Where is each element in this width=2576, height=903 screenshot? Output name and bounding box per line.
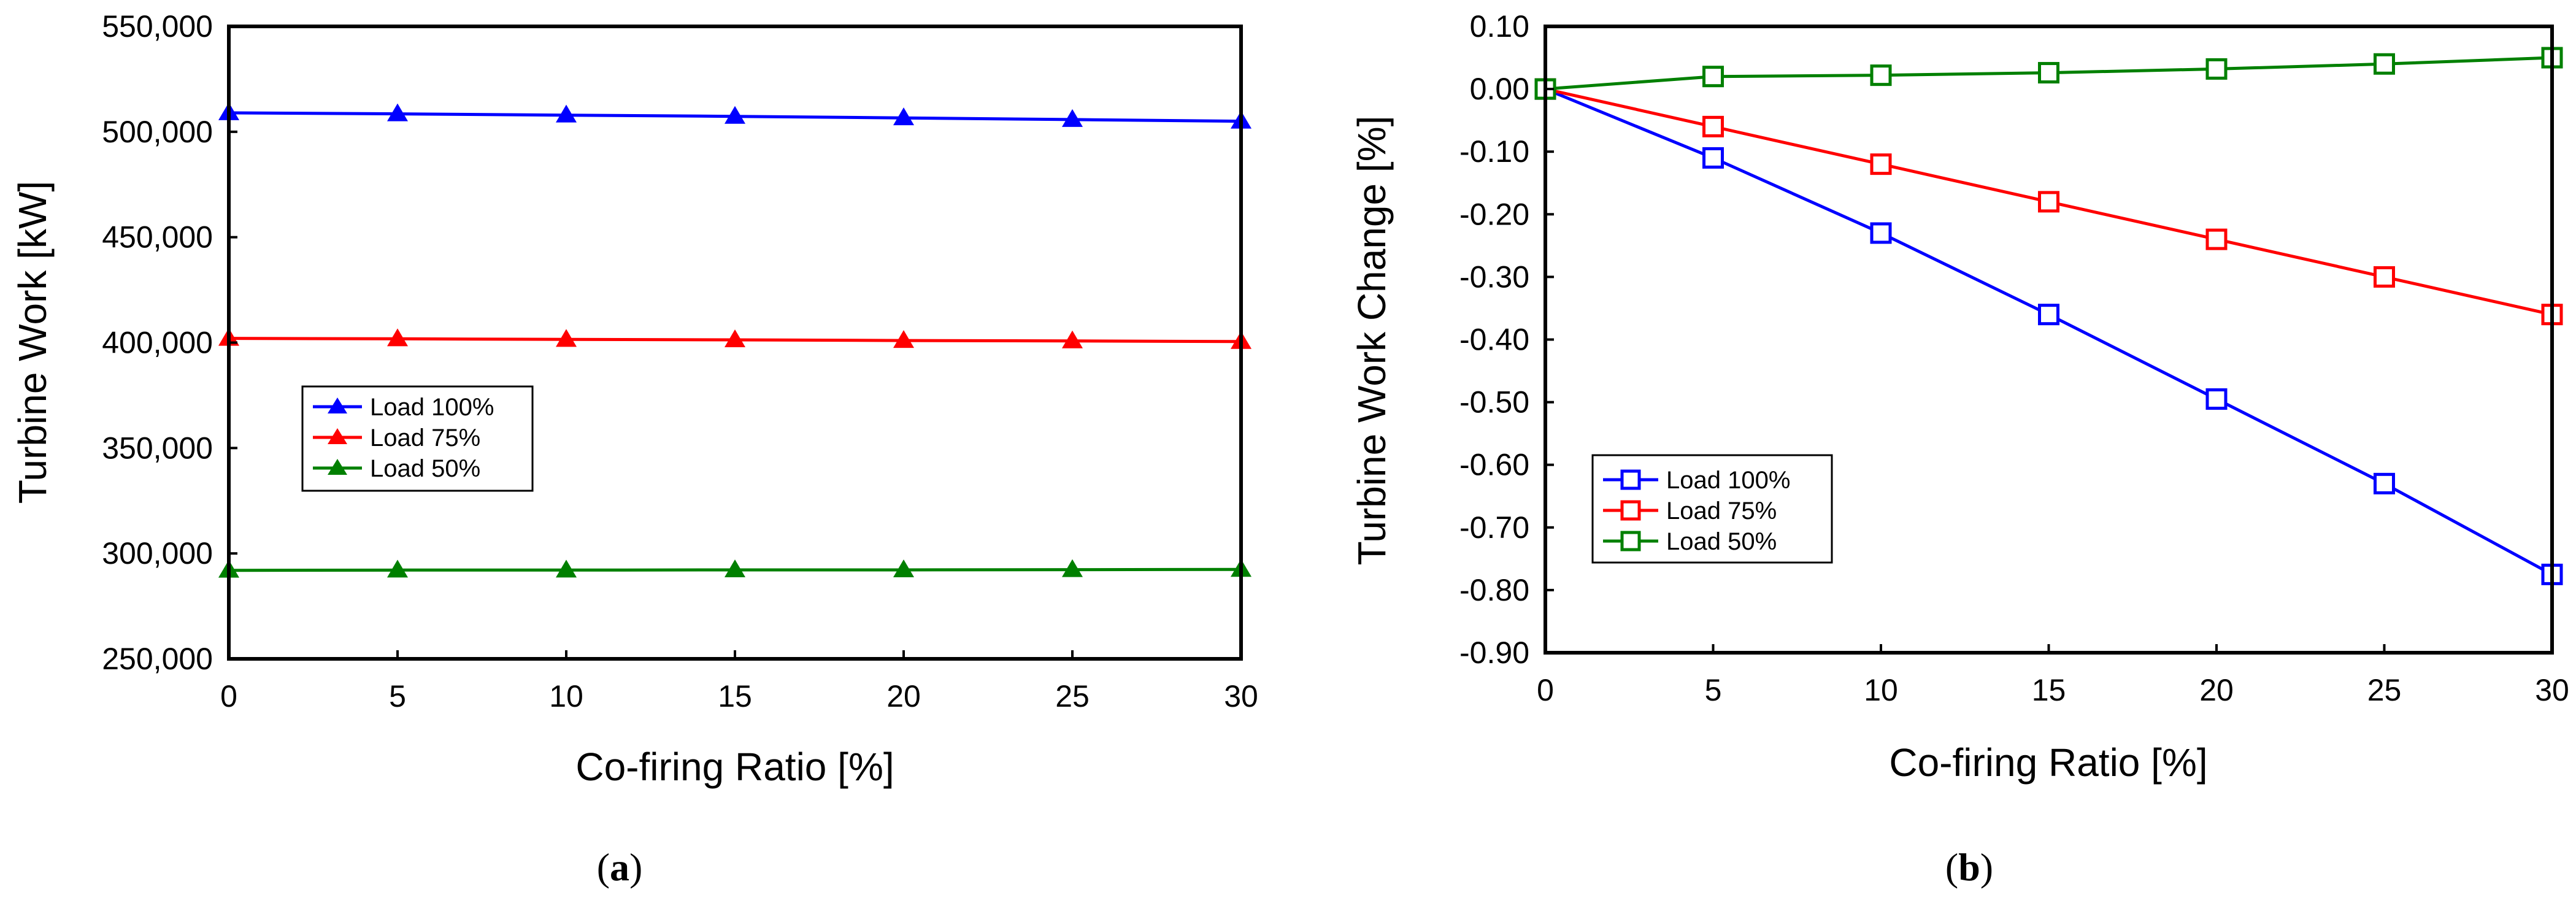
chart-b-point-s2-3 <box>2038 62 2059 84</box>
chart-a-ylabel: Turbine Work [kW] <box>10 181 55 504</box>
chart-b-legend-item-1: Load 75% <box>1603 498 1777 525</box>
chart-a-ytick-label-4: 450,000 <box>102 220 213 255</box>
chart-b-point-s0-4 <box>2205 388 2228 410</box>
chart-a-series <box>218 102 1251 578</box>
chart-a-ytick-label-5: 500,000 <box>102 115 213 149</box>
chart-a-point-s2-3 <box>725 559 745 577</box>
chart-b-ytick-label-10: 0.10 <box>1470 9 1529 44</box>
chart-a-legend: Load 100% Load 75% Load 50% <box>301 385 534 492</box>
chart-a-xtick-label-0: 0 <box>220 679 237 713</box>
chart-b-point-s2-2 <box>1870 64 1892 86</box>
chart-b-ytick-label-4: -0.50 <box>1459 385 1529 420</box>
chart-a-point-s0-1 <box>387 103 408 121</box>
chart-b-ytick-label-2: -0.70 <box>1459 510 1529 545</box>
chart-a-legend-label-0: Load 100% <box>370 394 494 421</box>
chart-b-point-s1-1 <box>1702 115 1724 137</box>
chart-a-legend-item-1: Load 75% <box>313 425 480 452</box>
chart-b-series <box>1534 47 2563 585</box>
chart-b-legend-marker-1 <box>1620 500 1641 521</box>
chart-b-ytick-label-9: 0.00 <box>1470 72 1529 106</box>
chart-b-xtick-label-2: 10 <box>1864 673 1898 707</box>
chart-b-xlabel: Co-firing Ratio [%] <box>1889 740 2207 785</box>
chart-a-legend-label-1: Load 75% <box>370 425 480 452</box>
panel-a-caption: (a) <box>597 845 643 889</box>
chart-b-legend-marker-0 <box>1620 469 1641 490</box>
chart-b-ytick-label-0: -0.90 <box>1459 636 1529 670</box>
panel-b-caption: (b) <box>1945 845 1993 889</box>
chart-b-axes: 0 5 10 15 20 25 30 -0.90 -0.80 -0.70 -0.60 -0.50 -0.… <box>1459 9 2569 707</box>
chart-a-legend-label-2: Load 50% <box>370 455 480 482</box>
chart-panel-a: 0 5 10 15 20 25 30 250,000 300,000 350,000 400,000… <box>10 9 1258 889</box>
chart-b-point-s0-2 <box>1870 222 1892 244</box>
chart-a-point-s1-1 <box>387 328 408 347</box>
chart-a-ytick-label-0: 250,000 <box>102 642 213 676</box>
chart-panel-b: 0 5 10 15 20 25 30 -0.90 -0.80 -0.70 -0.60 -0.50 -0.… <box>1350 9 2569 889</box>
chart-b-xtick-label-0: 0 <box>1537 673 1554 707</box>
chart-a-ytick-label-6: 550,000 <box>102 9 213 44</box>
chart-a-ytick-label-2: 350,000 <box>102 431 213 465</box>
chart-b-ytick-label-7: -0.20 <box>1459 197 1529 231</box>
chart-b-point-s0-1 <box>1702 147 1724 169</box>
chart-b-point-s0-5 <box>2374 472 2395 494</box>
chart-b-ytick-label-5: -0.40 <box>1459 323 1529 357</box>
chart-b-point-s1-2 <box>1870 153 1892 175</box>
chart-b-point-s1-4 <box>2205 228 2228 250</box>
chart-a-xtick-label-2: 10 <box>549 679 583 713</box>
chart-b-xtick-label-3: 15 <box>2032 673 2066 707</box>
chart-a-ytick-label-1: 300,000 <box>102 536 213 571</box>
chart-a-xtick-label-3: 15 <box>718 679 752 713</box>
chart-b-point-s2-5 <box>2374 53 2395 75</box>
chart-b-legend-item-2: Load 50% <box>1603 528 1777 555</box>
chart-b-point-s2-4 <box>2205 58 2228 80</box>
chart-b-xtick-label-6: 30 <box>2535 673 2569 707</box>
chart-b-xtick-label-1: 5 <box>1705 673 1722 707</box>
chart-a-point-s1-3 <box>725 329 745 348</box>
chart-a-point-s2-5 <box>1062 559 1083 577</box>
chart-b-ytick-label-3: -0.60 <box>1459 448 1529 482</box>
panel-a-caption-letter: a <box>610 845 629 889</box>
chart-a-point-s2-1 <box>387 559 408 578</box>
chart-a-point-s1-5 <box>1062 330 1083 348</box>
chart-b-legend-label-0: Load 100% <box>1666 467 1790 494</box>
chart-b-legend-label-2: Load 50% <box>1666 528 1777 555</box>
chart-b-point-s1-5 <box>2374 266 2395 288</box>
chart-b-legend-item-0: Load 100% <box>1603 467 1790 494</box>
chart-b-ylabel: Turbine Work Change [%] <box>1350 116 1394 566</box>
chart-b-legend-marker-2 <box>1620 531 1641 551</box>
chart-a-point-s2-2 <box>556 559 577 578</box>
chart-a-point-s1-2 <box>556 329 577 347</box>
chart-a-xtick-label-1: 5 <box>389 679 406 713</box>
chart-a-legend-marker-0 <box>328 398 347 413</box>
chart-a-legend-marker-1 <box>328 428 347 444</box>
chart-a-ytick-label-3: 400,000 <box>102 326 213 360</box>
chart-a-xtick-label-4: 20 <box>886 679 921 713</box>
chart-a-xtick-label-5: 25 <box>1055 679 1090 713</box>
chart-b-legend-label-1: Load 75% <box>1666 498 1777 525</box>
chart-b-point-s0-3 <box>2038 304 2059 326</box>
chart-a-axes: 0 5 10 15 20 25 30 250,000 300,000 350,000 400,000… <box>102 9 1258 713</box>
chart-a-point-s2-4 <box>893 559 914 577</box>
chart-a-xlabel: Co-firing Ratio [%] <box>575 745 894 789</box>
chart-a-point-s0-5 <box>1062 109 1083 127</box>
chart-b-point-s1-3 <box>2038 191 2059 213</box>
chart-b-xtick-label-5: 25 <box>2367 673 2402 707</box>
chart-a-point-s1-4 <box>893 330 914 348</box>
chart-b-ytick-label-6: -0.30 <box>1459 259 1529 294</box>
chart-a-legend-marker-2 <box>328 459 347 475</box>
chart-a-legend-item-2: Load 50% <box>313 455 480 482</box>
chart-a-point-s0-4 <box>893 107 914 126</box>
panel-b-caption-letter: b <box>1958 845 1980 889</box>
chart-a-xtick-label-6: 30 <box>1224 679 1258 713</box>
chart-a-point-s0-2 <box>556 104 577 123</box>
chart-b-ytick-label-1: -0.80 <box>1459 573 1529 607</box>
chart-a-legend-item-0: Load 100% <box>313 394 494 421</box>
chart-b-point-s2-1 <box>1702 66 1724 88</box>
chart-b-xtick-label-4: 20 <box>2199 673 2234 707</box>
chart-a-point-s0-3 <box>725 106 745 124</box>
chart-b-legend: Load 100% Load 75% Load 50% <box>1591 454 1833 564</box>
chart-b-ytick-label-8: -0.10 <box>1459 134 1529 169</box>
